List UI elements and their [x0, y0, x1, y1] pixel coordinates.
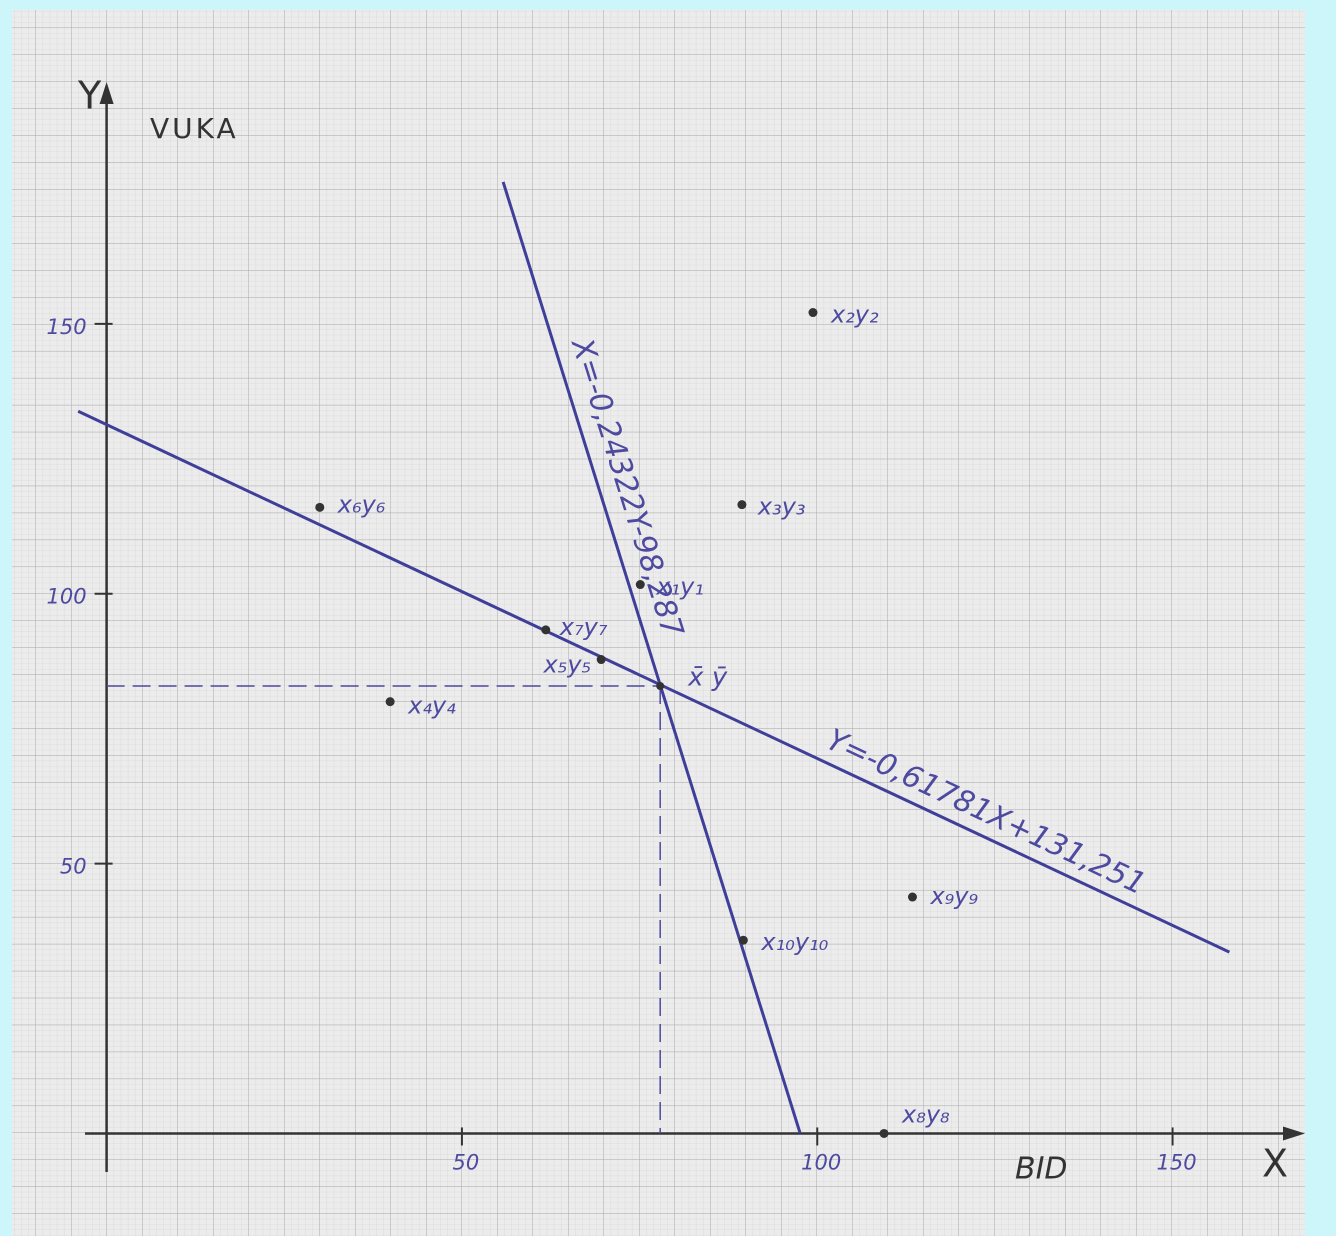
data-point — [737, 500, 746, 509]
point-label: x₉y₉ — [929, 882, 978, 910]
data-point — [636, 580, 645, 589]
point-label: x₄y₄ — [407, 692, 456, 720]
data-point — [315, 503, 324, 512]
x-tick-label: 100 — [801, 1150, 841, 1174]
data-point — [808, 308, 817, 317]
x-tick-label: 150 — [1157, 1150, 1197, 1174]
y-tick-label: 150 — [47, 315, 87, 339]
point-label: x₆y₆ — [337, 490, 386, 518]
data-point — [597, 655, 606, 664]
data-point — [880, 1129, 889, 1138]
mean-point — [656, 682, 664, 690]
data-point — [386, 697, 395, 706]
point-label: x₅y₅ — [543, 651, 592, 679]
data-point — [908, 893, 917, 902]
point-label: x₈y₈ — [901, 1100, 950, 1128]
y-title: VUKA — [150, 112, 239, 145]
x-tick-label: 50 — [453, 1150, 480, 1174]
mean-label: x̄ ȳ — [687, 663, 728, 693]
x-axis-letter: X — [1262, 1142, 1288, 1186]
point-label: x₁₀y₁₀ — [760, 928, 828, 956]
x-title: BID — [1015, 1152, 1068, 1187]
point-label: x₁y₁ — [655, 573, 704, 601]
data-point — [739, 936, 748, 945]
page: {"chart_data": { "type": "scatter", "y_a… — [0, 0, 1336, 1236]
point-label: x₃y₃ — [757, 493, 806, 521]
point-label: x₇y₇ — [559, 613, 608, 641]
data-point — [541, 625, 550, 634]
y-axis-letter: Y — [77, 74, 102, 118]
y-tick-label: 100 — [47, 585, 87, 609]
point-label: x₂y₂ — [830, 301, 879, 329]
y-tick-label: 50 — [60, 855, 87, 879]
chart: Y VUKA X BID 5010015050100150Y=-0,61781X… — [0, 0, 1336, 1236]
